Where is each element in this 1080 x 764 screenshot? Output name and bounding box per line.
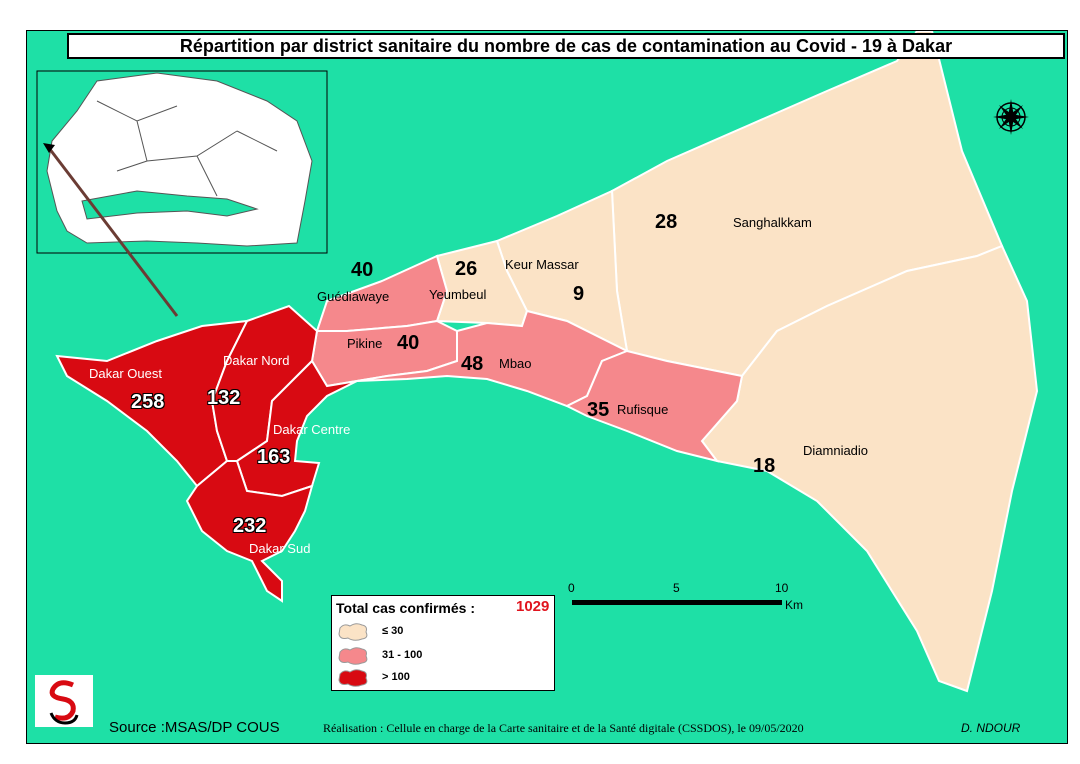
- district-name-mbao: Mbao: [499, 356, 532, 371]
- district-name-sanghalkkam: Sanghalkkam: [733, 215, 812, 230]
- logo-icon: [49, 680, 79, 725]
- scale-tick-0: 0: [568, 581, 575, 595]
- district-count-yeumbeul: 26: [455, 258, 478, 280]
- district-rufisque: [564, 349, 744, 463]
- district-name-dakar-centre: Dakar Centre: [273, 422, 351, 437]
- footer-source: Source :MSAS/DP COUS: [109, 719, 280, 736]
- footer-author: D. NDOUR: [961, 721, 1021, 735]
- district-dakar-sud: [185, 460, 314, 603]
- health-ministry-logo: [35, 675, 93, 727]
- district-name-guediawaye: Guédiawaye: [317, 289, 390, 304]
- scale-tick-10: 10: [775, 581, 789, 595]
- legend-swatch-high: [338, 669, 368, 687]
- district-count-sanghalkkam: 28: [655, 211, 678, 233]
- district-count-dakar-nord: 132: [207, 387, 241, 409]
- district-count-pikine: 40: [397, 332, 420, 354]
- district-name-dakar-ouest: Dakar Ouest: [89, 366, 162, 381]
- district-count-keur-massar: 9: [573, 283, 585, 305]
- senegal-inset-map: [36, 70, 328, 317]
- legend-label-low: ≤ 30: [382, 625, 404, 637]
- map-frame: Répartition par district sanitaire du no…: [26, 30, 1068, 744]
- district-count-dakar-sud: 232: [233, 515, 267, 537]
- legend-swatch-low: [338, 623, 368, 641]
- district-dakar-centre: [235, 359, 358, 498]
- dakar-map: [36, 31, 1039, 693]
- district-name-pikine: Pikine: [347, 336, 383, 351]
- district-count-dakar-ouest: 258: [131, 391, 165, 413]
- district-count-rufisque: 35: [587, 399, 610, 421]
- legend-label-high: > 100: [382, 671, 410, 683]
- scale-unit: Km: [785, 598, 803, 612]
- map-title: Répartition par district sanitaire du no…: [67, 33, 1065, 59]
- district-name-dakar-nord: Dakar Nord: [223, 353, 290, 368]
- footer-realisation: Réalisation : Cellule en charge de la Ca…: [323, 721, 804, 735]
- district-count-diamniadio: 18: [753, 455, 776, 477]
- district-name-rufisque: Rufisque: [617, 402, 669, 417]
- compass-rose-icon: [993, 99, 1029, 135]
- legend: Total cas confirmés : 1029 ≤ 30 31 - 100…: [331, 595, 555, 691]
- district-name-keur-massar: Keur Massar: [505, 257, 579, 272]
- scale-tick-5: 5: [673, 581, 680, 595]
- legend-label-mid: 31 - 100: [382, 649, 423, 661]
- district-diamniadio: [700, 244, 1039, 693]
- district-name-diamniadio: Diamniadio: [803, 443, 869, 458]
- scale-bar: [572, 600, 782, 605]
- district-count-guediawaye: 40: [351, 259, 374, 281]
- district-name-yeumbeul: Yeumbeul: [429, 287, 487, 302]
- district-count-dakar-centre: 163: [257, 446, 291, 468]
- district-name-dakar-sud: Dakar Sud: [249, 541, 311, 556]
- legend-total: 1029: [516, 598, 550, 615]
- legend-swatch-mid: [338, 647, 368, 665]
- district-count-mbao: 48: [461, 353, 484, 375]
- legend-title: Total cas confirmés :: [336, 600, 476, 616]
